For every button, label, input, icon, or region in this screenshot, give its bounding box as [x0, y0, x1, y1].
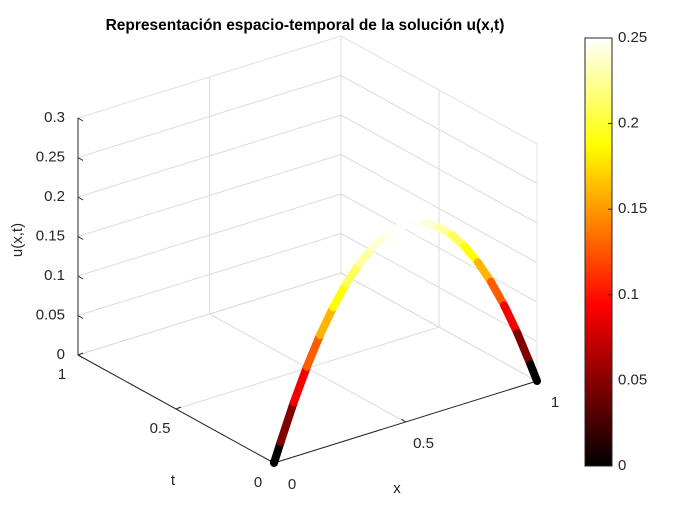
z-tick-label: 0.25 [36, 148, 65, 165]
colorbar-tick-label: 0 [618, 457, 626, 474]
z-tick-label: 0.3 [44, 109, 65, 126]
z-axis-label: u(x,t) [9, 223, 26, 257]
z-tick [77, 275, 84, 280]
t-axis-label: t [171, 472, 176, 489]
surface-strip [500, 301, 522, 337]
surface-strip [276, 398, 298, 447]
x-tick-label: 1 [551, 394, 559, 411]
chart-title: Representación espacio-temporal de la so… [106, 17, 505, 34]
t-tick [175, 406, 182, 410]
box-edge [340, 35, 538, 145]
z-tick-label: 0.2 [44, 188, 65, 205]
colorbar-tick-label: 0.2 [618, 115, 639, 132]
surface-strip [526, 360, 541, 385]
z-tick [77, 117, 84, 122]
z-tick-label: 0.05 [36, 306, 65, 323]
z-tick-label: 0.15 [36, 227, 65, 244]
colorbar-tick-label: 0.25 [618, 29, 647, 46]
x-tick-label: 0 [288, 476, 296, 493]
t-tick-label: 1 [58, 366, 66, 383]
surface-strip [289, 362, 311, 407]
t-tick-label: 0.5 [150, 420, 171, 437]
colorbar-tick-label: 0.05 [618, 371, 647, 388]
x-tick [401, 418, 406, 423]
colorbar-tick-label: 0.15 [618, 200, 647, 217]
grid-line [77, 272, 342, 356]
z-tick [77, 315, 84, 319]
z-tick-label: 0 [57, 346, 65, 363]
t-tick [77, 352, 84, 356]
z-tick [77, 354, 84, 359]
z-tick [77, 196, 84, 201]
t-tick-label: 0 [254, 474, 262, 491]
x-axis-label: x [393, 480, 401, 497]
surface-strip [486, 277, 509, 310]
surface-strip [316, 303, 338, 340]
surface-strip [302, 331, 325, 371]
colorbar [584, 37, 613, 467]
z-tick [77, 157, 84, 161]
box-edge [77, 35, 342, 119]
x-tick-label: 0.5 [413, 435, 434, 452]
surface-strip [513, 328, 535, 369]
colorbar-tick-label: 0.1 [618, 286, 639, 303]
z-tick [77, 236, 84, 240]
surface-strip [329, 279, 351, 312]
z-tick-label: 0.1 [44, 267, 65, 284]
